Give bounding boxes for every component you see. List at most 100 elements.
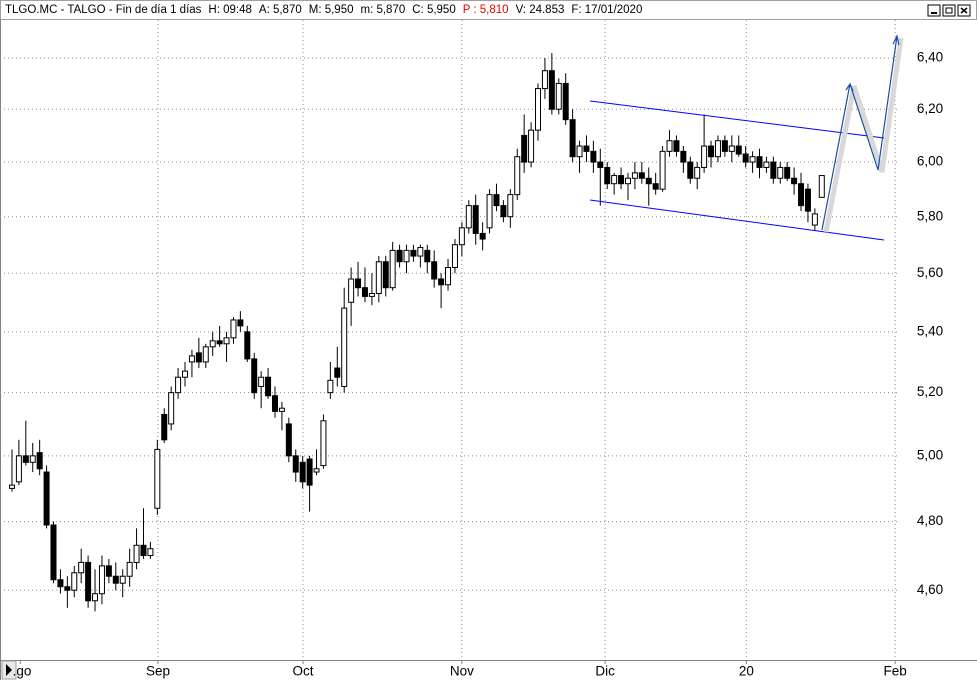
candle-body — [618, 175, 625, 185]
candle-body — [818, 175, 825, 198]
candle-body — [313, 468, 320, 473]
candle-body — [341, 307, 348, 387]
candle-body — [43, 471, 50, 526]
candle-body — [756, 156, 763, 168]
candle-body — [514, 156, 521, 196]
candle-body — [320, 420, 327, 467]
candle-body — [147, 548, 154, 557]
y-tick-label: 6,20 — [917, 101, 943, 116]
info-field: F: 17/01/2020 — [571, 4, 642, 16]
candle-body — [714, 140, 721, 158]
maximize-button[interactable] — [942, 4, 956, 17]
candle-body — [29, 455, 36, 463]
candle-body — [202, 346, 209, 363]
candle-body — [292, 455, 299, 473]
drawings — [589, 34, 904, 241]
candle-body — [611, 175, 618, 185]
candle-body — [721, 140, 728, 152]
candle-body — [50, 524, 57, 581]
candle-body — [680, 150, 687, 163]
candle-body — [763, 161, 770, 168]
candle-body — [126, 561, 133, 577]
info-field: P : 5,810 — [463, 4, 509, 16]
candle-body — [604, 166, 611, 185]
candle-body — [244, 331, 251, 360]
chart-title: TLGO.MC - TALGO - Fin de día 1 días — [5, 4, 202, 16]
candle-body — [472, 205, 479, 234]
candle-body — [777, 166, 784, 179]
x-tick-label: Feb — [884, 664, 907, 679]
candle-body — [798, 183, 805, 207]
minimize-button[interactable] — [927, 4, 941, 17]
candle-body — [694, 166, 701, 179]
candle-body — [535, 88, 542, 131]
candle-body — [278, 407, 285, 412]
candle-body — [583, 145, 590, 152]
x-tick-label: .go — [13, 664, 32, 679]
candle-body — [188, 355, 195, 363]
candle-body — [631, 172, 638, 179]
candle-body — [638, 172, 645, 179]
candle-body — [528, 129, 535, 163]
candle-body — [770, 161, 777, 179]
candle-body — [355, 278, 362, 289]
x-tick-label: Oct — [293, 664, 314, 679]
candle-body — [493, 194, 500, 207]
candle-body — [735, 145, 742, 155]
candle-body — [465, 205, 472, 229]
candle-body — [71, 572, 78, 591]
info-field: H: 09:48 — [208, 4, 251, 16]
candle-body — [458, 227, 465, 246]
candle-body — [659, 150, 666, 190]
maximize-icon — [945, 7, 953, 14]
candle-body — [445, 266, 452, 286]
candle-body — [168, 392, 175, 425]
candle-body — [15, 455, 22, 483]
candle-body — [728, 145, 735, 152]
candle-body — [624, 177, 631, 185]
candle-body — [85, 561, 92, 602]
info-field: M: 5,950 — [309, 4, 354, 16]
candle-body — [424, 249, 431, 263]
candle-body — [133, 544, 140, 563]
candle-body — [140, 544, 147, 557]
channel-upper — [589, 100, 885, 139]
candle-body — [569, 119, 576, 158]
candle-body — [271, 395, 278, 412]
candle-body — [500, 205, 507, 218]
candle-body — [396, 249, 403, 263]
projection-shadow — [823, 37, 904, 233]
candle-body — [98, 565, 105, 595]
candle-body — [410, 249, 417, 257]
candle-body — [195, 352, 202, 363]
candle-body — [258, 376, 265, 387]
candle-body — [57, 579, 64, 588]
candle-body — [223, 337, 230, 345]
candle-body — [64, 586, 71, 591]
y-tick-label: 4,80 — [917, 513, 943, 528]
y-tick-label: 6,00 — [917, 154, 943, 169]
candle-body — [507, 194, 514, 218]
candle-body — [216, 340, 223, 345]
candle-body — [486, 194, 493, 229]
candle-body — [784, 166, 791, 179]
candle-body — [811, 213, 818, 226]
projection-arrow — [821, 35, 898, 231]
window-buttons[interactable] — [927, 4, 971, 17]
candle-body — [645, 177, 652, 185]
candle-body — [306, 458, 313, 486]
candle-body — [597, 161, 604, 168]
candle-body — [555, 82, 562, 110]
candle-body — [666, 140, 673, 152]
candle-body — [348, 278, 355, 303]
candle-body — [78, 561, 85, 574]
channel-lower — [589, 199, 885, 241]
candle-body — [265, 376, 272, 397]
close-icon — [960, 7, 968, 14]
candle-body — [791, 177, 798, 185]
candle-body — [182, 370, 189, 378]
candle-body — [701, 145, 708, 168]
candle-body — [403, 249, 410, 263]
